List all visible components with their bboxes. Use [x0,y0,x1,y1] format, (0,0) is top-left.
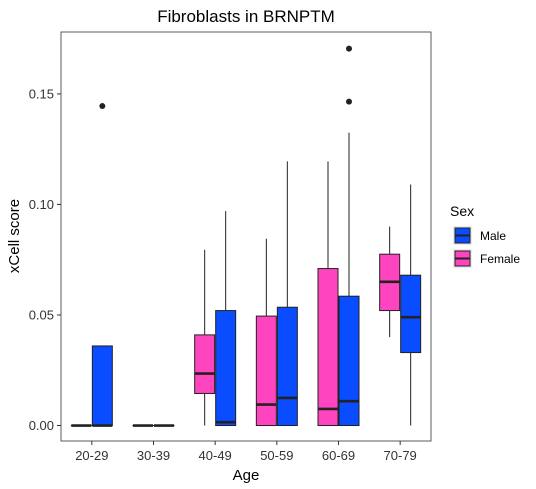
x-tick-label-5: 70-79 [384,448,417,463]
x-tick-label-0: 20-29 [75,448,108,463]
female-box-50-59 [255,238,277,427]
legend: Sex Male Female [450,203,520,268]
legend-title: Sex [450,203,474,219]
male-box-50-59 [276,161,298,427]
y-tick-label-3: 0.15 [29,86,54,101]
male-box-body [400,274,422,354]
male-outlier-0 [99,103,106,110]
x-axis-title: Age [233,467,260,484]
female-box-body [317,268,339,427]
male-box-body [338,295,360,427]
chart-title: Fibroblasts in BRNPTM [157,7,335,26]
y-tick-label-2: 0.10 [29,197,54,212]
legend-label-male: Male [480,229,506,243]
y-tick-label-1: 0.05 [29,307,54,322]
x-tick-label-4: 60-69 [322,448,355,463]
female-box-70-79 [379,226,401,338]
y-axis: 0.00 0.05 0.10 0.15 [29,86,61,433]
x-axis: 20-29 30-39 40-49 50-59 60-69 70-79 [75,441,417,463]
male-box-40-49 [215,211,237,427]
y-tick-label-0: 0.00 [29,418,54,433]
male-outlier-0 [346,98,352,105]
x-tick-label-2: 40-49 [199,448,232,463]
legend-label-female: Female [480,252,520,266]
x-tick-label-1: 30-39 [137,448,170,463]
male-outlier-1 [346,45,352,52]
female-box-60-69 [317,161,339,427]
female-box-body [194,334,216,394]
box-marks [70,45,422,427]
male-box-20-29 [91,103,113,427]
y-axis-title: xCell score [6,199,23,273]
plot-panel [60,31,432,442]
x-tick-label-3: 50-59 [260,448,293,463]
female-box-40-49 [194,249,216,426]
male-box-70-79 [400,184,422,426]
male-box-body [276,306,298,427]
female-box-body [255,315,277,427]
male-box-body [215,310,237,427]
male-box-body [91,345,113,427]
male-box-60-69 [338,45,360,427]
